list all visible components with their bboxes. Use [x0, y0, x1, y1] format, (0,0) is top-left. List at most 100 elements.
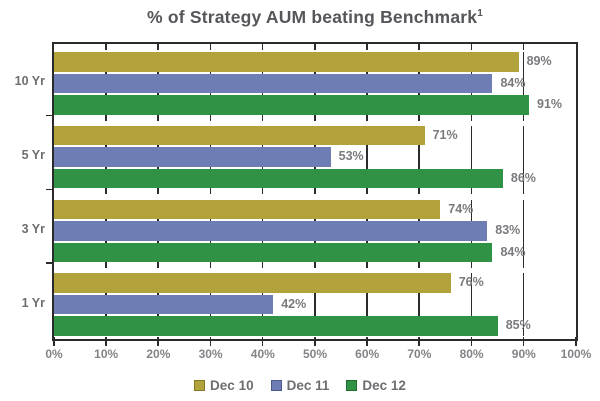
category-boundary-tick: [522, 262, 525, 268]
category-label: 5 Yr: [21, 148, 45, 162]
chart-title: % of Strategy AUM beating Benchmark1: [40, 7, 590, 28]
bar-dec-12-10-yr: [54, 95, 530, 115]
bar-value-label: 76%: [458, 275, 484, 290]
bar-value-label: 84%: [500, 244, 526, 259]
x-axis-tick: [209, 336, 212, 346]
gridline: [314, 273, 316, 336]
category-boundary-tick: [470, 188, 473, 195]
y-axis-tick: [46, 114, 52, 117]
bar-value-label: 89%: [526, 54, 552, 68]
legend: Dec 10 Dec 11 Dec 12: [0, 375, 600, 395]
category-boundary-tick: [209, 262, 212, 268]
category-boundary-tick: [209, 114, 212, 121]
top-grid-tick: [418, 44, 420, 50]
x-axis-tick-label: 50%: [302, 347, 328, 361]
x-axis-tick-label: 20%: [146, 347, 171, 361]
gridline: [366, 125, 368, 189]
y-axis-tick: [46, 262, 52, 264]
x-axis-tick-label: 0%: [45, 347, 63, 361]
category-boundary-tick: [261, 262, 264, 268]
x-axis-tick: [418, 336, 420, 346]
legend-item-dec-10: Dec 10: [194, 377, 254, 393]
x-axis-tick: [366, 336, 368, 346]
bar-value-label: 91%: [537, 97, 563, 111]
gridline: [522, 125, 525, 189]
legend-label: Dec 11: [286, 377, 330, 393]
category-boundary-tick: [418, 262, 420, 268]
x-axis-tick-label: 70%: [407, 347, 432, 361]
category-boundary-tick: [105, 188, 107, 195]
x-axis-tick: [105, 336, 107, 346]
gridline: [470, 273, 473, 336]
category-boundary-tick: [314, 262, 316, 268]
category-boundary-tick: [418, 188, 420, 195]
category-label: 10 Yr: [14, 74, 45, 89]
legend-swatch-icon: [270, 379, 282, 391]
gridline: [470, 125, 473, 189]
bar-value-label: 84%: [500, 75, 526, 90]
category-boundary-tick: [366, 188, 368, 195]
top-grid-tick: [470, 44, 473, 50]
category-boundary-tick: [209, 188, 212, 195]
top-grid-tick: [366, 44, 368, 50]
gridline: [418, 125, 420, 189]
category-boundary-tick: [157, 188, 159, 195]
category-boundary-tick: [470, 262, 473, 268]
x-axis-tick-label: 30%: [198, 347, 223, 361]
legend-swatch-icon: [194, 379, 206, 391]
x-axis-tick: [470, 336, 473, 346]
gridline: [522, 273, 525, 336]
y-axis-tick: [46, 188, 52, 191]
category-label: 1 Yr: [21, 295, 45, 310]
top-grid-tick: [157, 44, 159, 50]
gridline: [522, 52, 525, 115]
bar-dec-10-5-yr: [54, 125, 425, 146]
gridline: [418, 273, 420, 336]
bar-dec-10-10-yr: [54, 52, 519, 72]
category-boundary-tick: [366, 114, 368, 121]
category-boundary-tick: [261, 188, 264, 195]
top-grid-tick: [261, 44, 264, 50]
bar-dec-10-3-yr: [54, 199, 441, 219]
bar-value-label: 53%: [338, 149, 364, 164]
bar-value-label: 86%: [510, 170, 536, 185]
category-boundary-tick: [105, 114, 107, 121]
bar-value-label: 74%: [448, 201, 474, 216]
x-axis-tick-label: 90%: [511, 347, 536, 361]
category-boundary-tick: [157, 114, 159, 121]
category-boundary-tick: [470, 114, 473, 121]
category-boundary-tick: [522, 114, 525, 121]
x-axis-tick: [261, 336, 264, 346]
legend-label: Dec 10: [210, 377, 254, 393]
x-axis-tick: [53, 336, 55, 346]
bar-value-label: 83%: [495, 223, 521, 237]
category-label: 3 Yr: [21, 221, 45, 236]
gridline: [522, 199, 525, 262]
chart-title-footnote-marker: 1: [477, 8, 483, 20]
legend-item-dec-11: Dec 11: [270, 377, 330, 393]
category-boundary-tick: [314, 188, 316, 195]
x-axis-tick: [522, 336, 525, 346]
category-boundary-tick: [105, 262, 107, 268]
x-axis-tick-label: 100%: [560, 347, 592, 361]
bar-dec-12-5-yr: [54, 168, 503, 189]
legend-item-dec-12: Dec 12: [346, 378, 406, 392]
top-grid-tick: [314, 44, 316, 50]
bar-value-label: 71%: [432, 127, 458, 142]
bar-dec-12-1-yr: [54, 316, 498, 336]
category-boundary-tick: [522, 188, 525, 195]
category-boundary-tick: [314, 114, 316, 121]
plot-area: 89% 84% 91% 71% 53% 86% 74% 83% 84% 76% 42% 85%: [52, 42, 578, 341]
bar-dec-12-3-yr: [54, 242, 493, 262]
chart-title-text: % of Strategy AUM beating Benchmark: [147, 7, 478, 27]
x-axis-tick-label: 80%: [459, 347, 484, 361]
top-grid-tick: [105, 44, 107, 50]
category-boundary-tick: [261, 114, 264, 121]
x-axis-tick: [575, 336, 577, 346]
category-boundary-tick: [157, 262, 159, 268]
bar-value-label: 85%: [505, 318, 531, 333]
x-axis-tick: [314, 336, 316, 346]
bar-value-label: 42%: [281, 296, 307, 311]
bar-dec-11-5-yr: [54, 147, 331, 167]
x-axis-tick-label: 40%: [250, 347, 275, 361]
